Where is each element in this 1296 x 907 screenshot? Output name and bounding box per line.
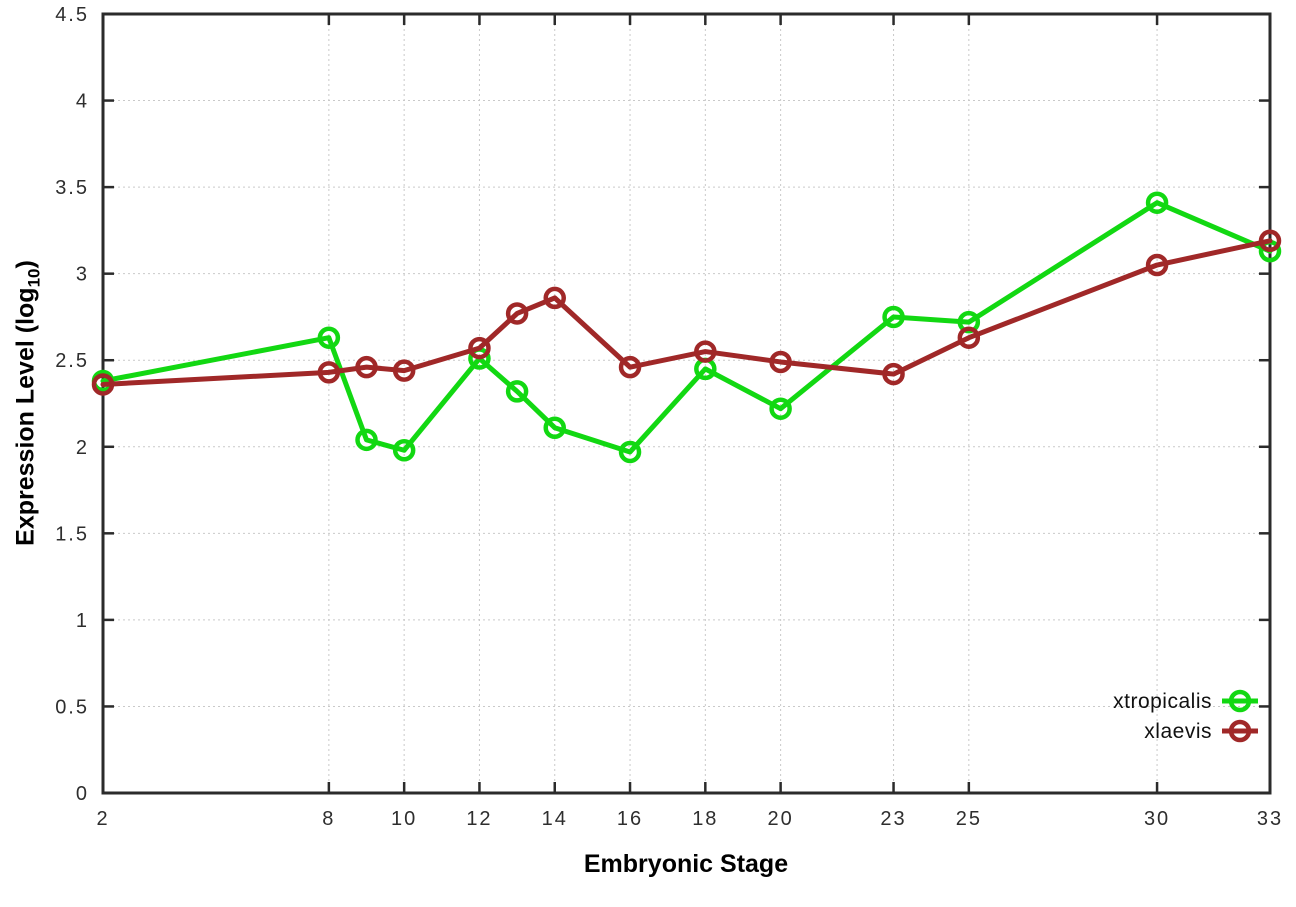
y-tick-label: 1: [76, 610, 89, 632]
x-tick-label: 10: [391, 808, 417, 830]
marker-xlaevis: [769, 350, 792, 374]
x-tick-label: 33: [1257, 808, 1283, 830]
marker-xlaevis: [91, 373, 115, 396]
marker-xlaevis: [392, 359, 416, 382]
x-tick-label: 23: [880, 808, 906, 830]
x-tick-label: 2: [96, 808, 109, 830]
marker-xlaevis: [543, 286, 566, 310]
x-tick-label: 30: [1144, 808, 1170, 830]
marker-xlaevis: [505, 302, 529, 325]
marker-xtropicalis: [543, 416, 566, 439]
y-axis-title: Expression Level (log10): [12, 260, 45, 546]
marker-xlaevis: [1258, 229, 1282, 253]
marker-xtropicalis: [957, 310, 981, 334]
y-axis-title-text: Expression Level (log: [11, 287, 40, 546]
marker-xtropicalis: [317, 326, 341, 349]
y-tick-label: 1.5: [55, 523, 89, 545]
x-tick-label: 16: [617, 808, 643, 830]
y-tick-label: 3: [76, 264, 89, 286]
y-axis-title-close: ): [11, 260, 40, 269]
marker-xtropicalis: [769, 397, 792, 420]
legend-label-xlaevis: xlaevis: [1144, 720, 1212, 743]
y-axis-title-subscript: 10: [24, 268, 44, 288]
marker-xlaevis: [618, 355, 642, 379]
x-axis-title: Embryonic Stage: [583, 850, 789, 878]
y-tick-label: 2.5: [55, 350, 89, 372]
marker-xtropicalis: [392, 438, 416, 462]
legend-marker-xtropicalis: [1228, 689, 1252, 713]
marker-xlaevis: [694, 340, 717, 363]
marker-xtropicalis: [355, 428, 378, 452]
y-tick-label: 2: [76, 437, 89, 459]
y-tick-label: 3.5: [55, 177, 89, 199]
marker-xtropicalis: [1145, 191, 1169, 214]
x-tick-label: 12: [466, 808, 492, 830]
marker-xlaevis: [317, 361, 341, 384]
y-tick-label: 4.5: [55, 4, 89, 26]
legend-marker-xlaevis: [1228, 719, 1252, 743]
x-tick-label: 25: [956, 808, 982, 830]
marker-xlaevis: [882, 362, 905, 386]
marker-xlaevis: [355, 355, 378, 379]
marker-xtropicalis: [505, 380, 529, 403]
x-tick-label: 8: [322, 808, 335, 830]
series-line-xtropicalis: [100, 200, 1273, 455]
plot-border: [101, 12, 1272, 795]
marker-xtropicalis: [882, 305, 905, 329]
legend-label-xtropicalis: xtropicalis: [1113, 690, 1212, 713]
y-tick-label: 0.5: [55, 696, 89, 718]
x-tick-label: 20: [767, 808, 793, 830]
marker-xlaevis: [468, 336, 491, 360]
marker-xtropicalis: [618, 440, 642, 464]
marker-xlaevis: [957, 326, 981, 349]
y-tick-label: 0: [76, 783, 89, 805]
marker-xlaevis: [1145, 253, 1169, 277]
y-tick-label: 4: [76, 91, 89, 113]
series-line-xlaevis: [100, 238, 1273, 387]
x-tick-label: 14: [542, 808, 568, 830]
x-tick-label: 18: [692, 808, 718, 830]
